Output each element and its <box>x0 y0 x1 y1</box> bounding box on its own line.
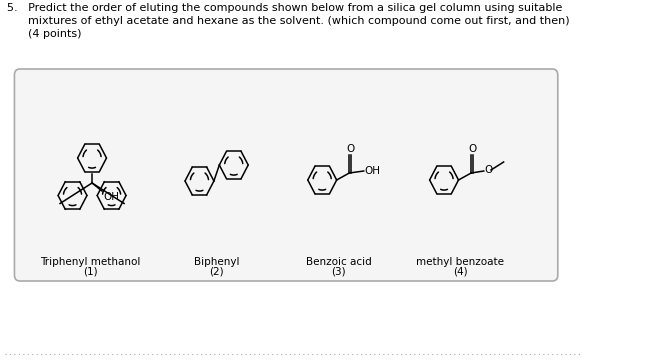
Text: (3): (3) <box>331 267 346 277</box>
Text: (4): (4) <box>453 267 467 277</box>
Text: Triphenyl methanol: Triphenyl methanol <box>40 257 140 267</box>
Text: OH: OH <box>364 166 381 176</box>
Text: OH: OH <box>103 192 119 202</box>
Text: mixtures of ethyl acetate and hexane as the solvent. (which compound come out fi: mixtures of ethyl acetate and hexane as … <box>7 16 570 26</box>
Text: Biphenyl: Biphenyl <box>194 257 239 267</box>
Text: (4 points): (4 points) <box>7 29 82 39</box>
Text: (1): (1) <box>83 267 98 277</box>
Text: (2): (2) <box>209 267 224 277</box>
Text: methyl benzoate: methyl benzoate <box>417 257 504 267</box>
Text: O: O <box>346 144 354 154</box>
Text: O: O <box>484 165 493 175</box>
FancyBboxPatch shape <box>14 69 558 281</box>
Text: 5.   Predict the order of eluting the compounds shown below from a silica gel co: 5. Predict the order of eluting the comp… <box>7 3 563 13</box>
Text: Benzoic acid: Benzoic acid <box>306 257 372 267</box>
Text: O: O <box>468 144 476 154</box>
